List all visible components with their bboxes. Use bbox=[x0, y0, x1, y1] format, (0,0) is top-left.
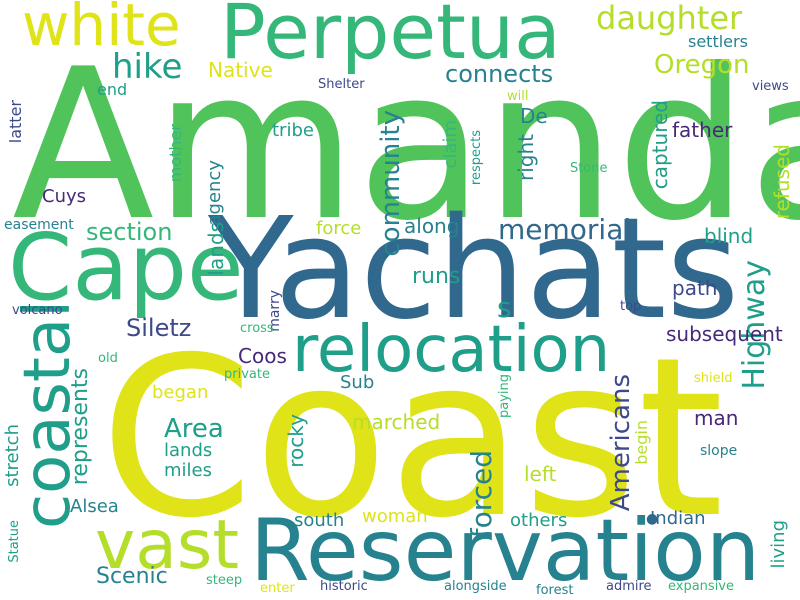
word-refused: refused bbox=[770, 144, 794, 220]
word-claim: claim bbox=[440, 120, 461, 169]
word-yachats: Yachats bbox=[208, 188, 740, 351]
word-miles: miles bbox=[164, 460, 212, 481]
word-admire: admire bbox=[606, 579, 652, 594]
word-vast: vast bbox=[95, 506, 240, 585]
word-volcano: volcano bbox=[12, 303, 63, 318]
word-expansive: expansive bbox=[668, 579, 734, 594]
word-lands-b: lands bbox=[164, 440, 213, 461]
word-enter: enter bbox=[260, 581, 295, 596]
word-begin: begin bbox=[632, 420, 651, 465]
word-native: Native bbox=[208, 58, 273, 82]
word-de: De bbox=[520, 104, 548, 128]
word-stone: Stone bbox=[570, 161, 608, 176]
word-cape: Cape bbox=[8, 214, 244, 321]
word-represents: represents bbox=[68, 368, 93, 486]
word-cross: cross bbox=[240, 321, 274, 336]
word-end: end bbox=[97, 80, 128, 99]
word-section: section bbox=[86, 218, 173, 246]
word-right: right bbox=[514, 134, 538, 181]
word-man: man bbox=[694, 406, 739, 430]
word-old: old bbox=[98, 351, 118, 366]
word-community: community bbox=[376, 110, 406, 257]
word-daughter: daughter bbox=[596, 0, 743, 37]
word-alongside: alongside bbox=[444, 579, 507, 594]
word-indian: Indian bbox=[650, 508, 706, 529]
word-hike: hike bbox=[112, 47, 183, 87]
word-lands: lands bbox=[204, 222, 228, 276]
word-woman: woman bbox=[362, 506, 428, 527]
word-reservation: Reservation bbox=[250, 501, 761, 600]
word-coos: Coos bbox=[238, 344, 287, 368]
word-along: along bbox=[404, 214, 460, 238]
word-coast: Coast bbox=[100, 310, 724, 566]
word-americans: Americans bbox=[606, 374, 636, 512]
word-amanda: Amanda bbox=[12, 25, 800, 267]
word-settlers: settlers bbox=[688, 32, 748, 51]
word-scenic: Scenic bbox=[96, 564, 168, 589]
word-will: will bbox=[507, 89, 529, 104]
word-respects: respects bbox=[469, 130, 484, 186]
word-private: private bbox=[224, 367, 270, 382]
word-shelter: Shelter bbox=[318, 77, 365, 92]
word-blind: blind bbox=[704, 224, 754, 248]
word-rocky: rocky bbox=[284, 414, 308, 468]
word-force: force bbox=[316, 218, 362, 239]
word-mother: mother bbox=[166, 124, 185, 183]
word-stretch: stretch bbox=[2, 424, 23, 487]
word-top: top bbox=[620, 299, 642, 314]
word-slope: slope bbox=[700, 443, 738, 459]
word-shield: shield bbox=[694, 371, 733, 386]
word-path: path bbox=[672, 276, 718, 300]
word-father: father bbox=[672, 118, 733, 142]
word-paying: paying bbox=[497, 374, 512, 419]
word-captured: captured bbox=[648, 100, 672, 190]
word-tribe: tribe bbox=[272, 120, 314, 141]
word-agency: agency bbox=[204, 160, 225, 226]
word-connects: connects bbox=[445, 60, 554, 88]
word-alsea: Alsea bbox=[70, 496, 119, 517]
word-began: began bbox=[152, 382, 209, 403]
word-sub: Sub bbox=[340, 372, 375, 393]
word-left: left bbox=[524, 462, 557, 486]
word-runs: runs bbox=[412, 264, 461, 289]
word-area: Area bbox=[164, 414, 224, 444]
word-south: south bbox=[294, 510, 345, 531]
word-relocation: relocation bbox=[292, 313, 611, 387]
word-cuys: Cuys bbox=[42, 186, 87, 207]
word-oregon: Oregon bbox=[654, 50, 750, 80]
word-marched: marched bbox=[352, 410, 441, 434]
word-statue: Statue bbox=[7, 520, 22, 563]
word-siletz: Siletz bbox=[126, 314, 192, 342]
word-steep: steep bbox=[206, 573, 243, 588]
word-easement: easement bbox=[4, 217, 74, 233]
word-perpetua: Perpetua bbox=[220, 0, 561, 76]
word-latter: latter bbox=[6, 100, 25, 144]
word-memorial: memorial bbox=[498, 213, 632, 246]
word-white: white bbox=[22, 0, 181, 59]
word-s: s bbox=[497, 291, 512, 324]
word-living: living bbox=[768, 520, 789, 569]
word-forest: forest bbox=[536, 583, 574, 598]
word-historic: historic bbox=[320, 579, 368, 594]
indian-bullet: ● bbox=[646, 511, 659, 527]
word-subsequent: subsequent bbox=[666, 322, 783, 346]
word-others: others bbox=[510, 510, 568, 531]
word-forced: forced bbox=[465, 450, 498, 539]
word-views: views bbox=[752, 79, 789, 94]
